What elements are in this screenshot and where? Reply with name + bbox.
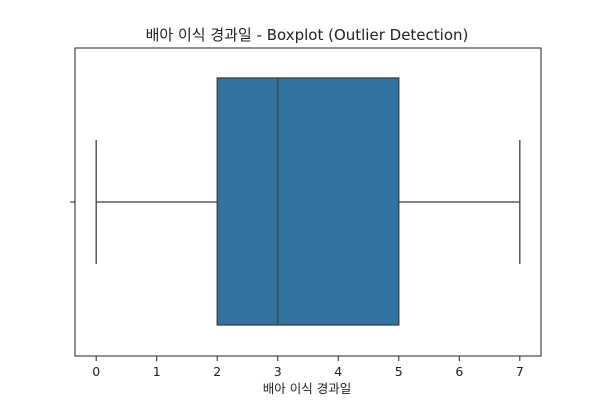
- x-axis-label: 배아 이식 경과일: [263, 381, 351, 396]
- x-tick-label-0: 0: [92, 364, 100, 379]
- x-tick-label-3: 3: [274, 364, 282, 379]
- x-tick-label-7: 7: [516, 364, 524, 379]
- plot-area: 0 1 2 3 4 5 6 7: [70, 47, 542, 379]
- x-tick-label-5: 5: [395, 364, 403, 379]
- x-tick-label-1: 1: [153, 364, 161, 379]
- box-iqr: [216, 77, 400, 326]
- x-tick-label-2: 2: [213, 364, 221, 379]
- chart-title: 배아 이식 경과일 - Boxplot (Outlier Detection): [146, 26, 469, 44]
- x-tick-label-6: 6: [455, 364, 463, 379]
- x-tick-label-4: 4: [334, 364, 342, 379]
